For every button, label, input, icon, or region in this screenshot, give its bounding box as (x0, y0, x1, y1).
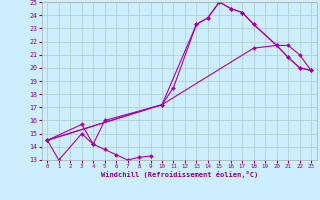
X-axis label: Windchill (Refroidissement éolien,°C): Windchill (Refroidissement éolien,°C) (100, 171, 258, 178)
